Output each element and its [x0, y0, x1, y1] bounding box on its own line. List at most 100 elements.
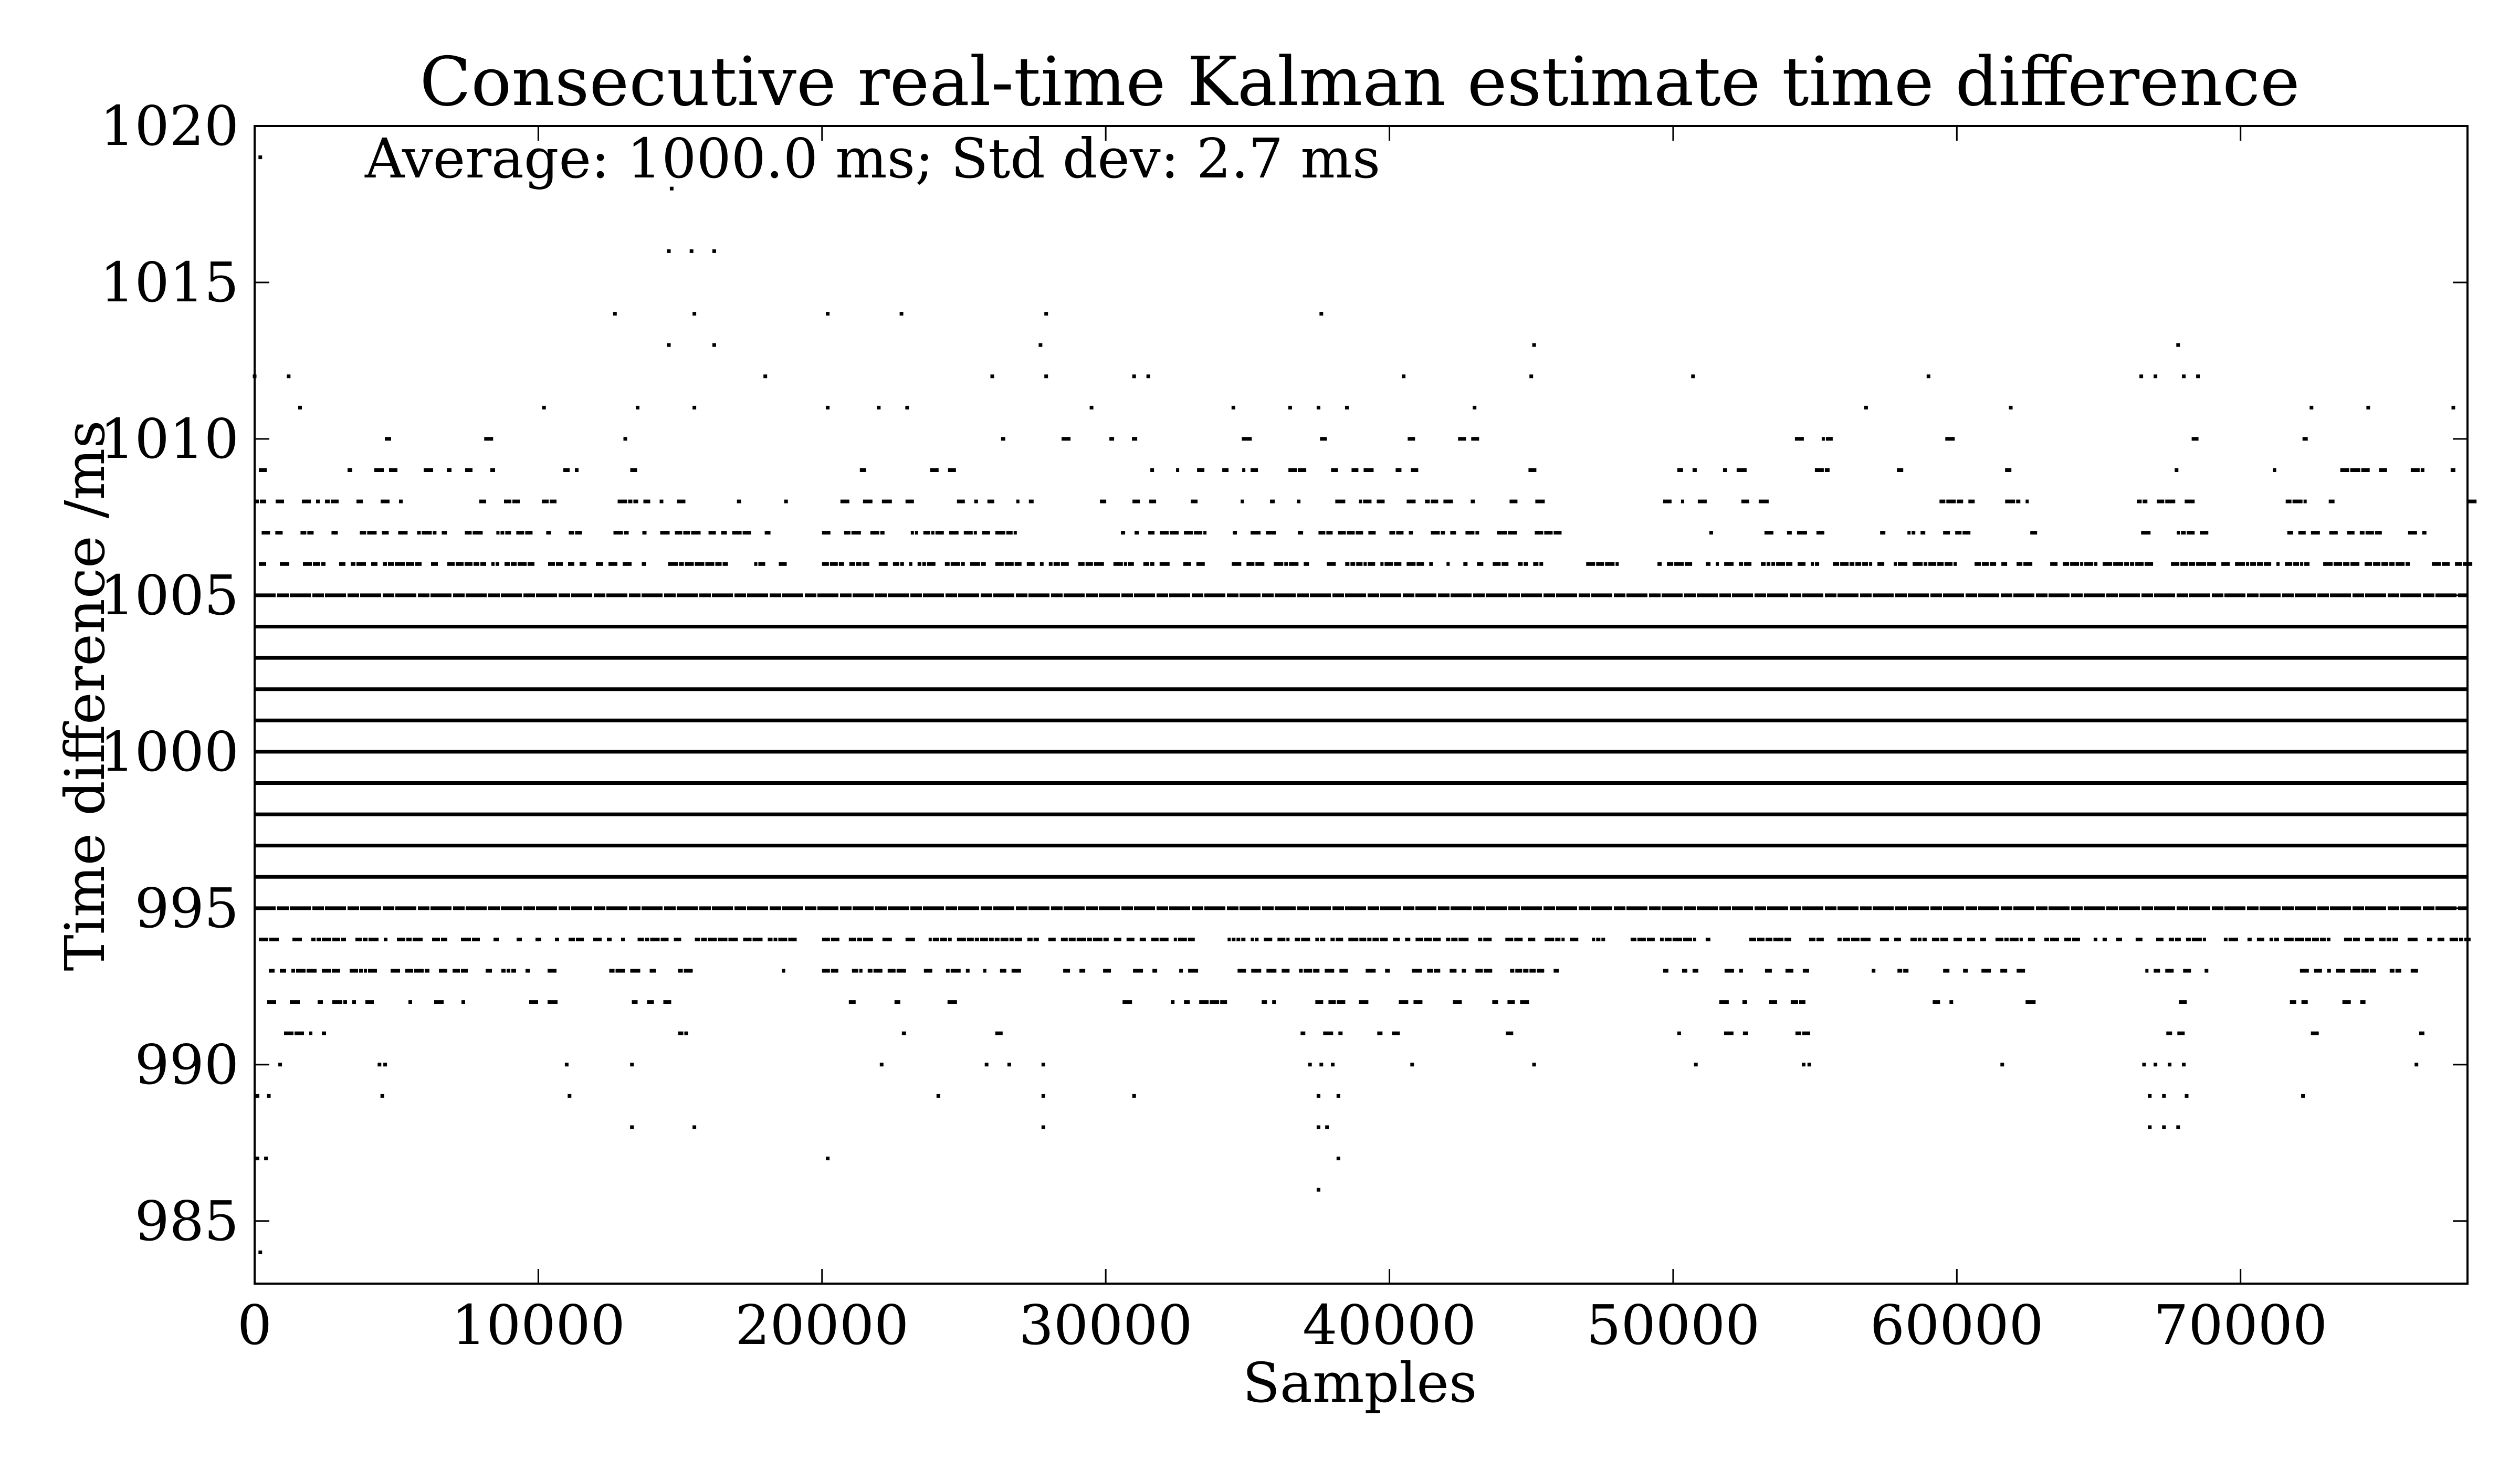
data-point — [683, 531, 690, 535]
data-point — [2455, 562, 2462, 566]
data-point — [870, 531, 879, 535]
data-point — [494, 938, 499, 941]
data-point — [2019, 938, 2023, 941]
data-point — [1331, 1063, 1335, 1067]
data-point — [1910, 938, 1917, 941]
data-point — [1318, 531, 1326, 535]
data-point — [1975, 562, 1981, 566]
data-point — [1784, 938, 1791, 941]
data-point — [1409, 531, 1413, 535]
data-point — [296, 969, 306, 973]
data-point — [974, 938, 979, 941]
data-point — [1347, 531, 1355, 535]
data-point — [1044, 312, 1048, 316]
data-point — [705, 562, 715, 566]
data-point — [1475, 531, 1479, 535]
data-point — [382, 531, 389, 535]
data-point — [355, 938, 362, 941]
data-point — [1277, 938, 1286, 941]
data-point — [2181, 531, 2186, 535]
data-point — [1840, 562, 1849, 566]
data-point — [2207, 562, 2217, 566]
data-point — [1691, 374, 1695, 379]
data-point — [2124, 562, 2129, 566]
data-point — [575, 531, 582, 535]
data-point — [1356, 531, 1363, 535]
data-point — [397, 938, 405, 941]
data-point — [932, 938, 939, 941]
data-point — [269, 938, 279, 941]
data-point — [963, 531, 973, 535]
data-point — [1237, 969, 1246, 973]
data-point — [2176, 343, 2180, 347]
data-point — [1663, 969, 1668, 973]
data-point — [431, 562, 438, 566]
data-point — [255, 499, 259, 503]
data-point — [1060, 562, 1069, 566]
data-point — [692, 1125, 697, 1129]
data-point — [1980, 938, 1986, 941]
data-point — [1368, 562, 1376, 566]
data-point — [896, 969, 906, 973]
data-point — [2191, 938, 2202, 941]
data-point — [1506, 1031, 1514, 1035]
data-point — [873, 969, 883, 973]
data-point — [1685, 562, 1693, 566]
data-point — [2017, 969, 2025, 973]
data-point — [2326, 938, 2330, 941]
data-point — [536, 938, 541, 941]
data-point — [1741, 499, 1749, 503]
data-point — [1323, 1031, 1334, 1035]
data-point — [1877, 562, 1885, 566]
data-point — [743, 938, 752, 941]
data-point — [1288, 405, 1292, 410]
data-point — [607, 938, 612, 941]
data-point — [1674, 562, 1684, 566]
data-point — [1535, 499, 1545, 503]
data-point — [1367, 938, 1372, 941]
data-point — [1462, 969, 1466, 973]
data-point — [1416, 562, 1424, 566]
data-point — [923, 969, 932, 973]
data-point — [2287, 531, 2293, 535]
data-point — [1241, 938, 1246, 941]
data-point — [822, 969, 830, 973]
data-point — [728, 938, 738, 941]
y-axis-label: Time difference /ms — [53, 420, 117, 971]
data-point — [1286, 938, 1290, 941]
data-point — [1308, 1063, 1312, 1067]
data-point — [518, 562, 527, 566]
data-point — [383, 562, 387, 566]
data-point — [630, 1125, 634, 1129]
data-point — [596, 562, 603, 566]
data-point — [1555, 938, 1561, 941]
data-point — [1363, 562, 1367, 566]
y-tick-label: 1015 — [100, 250, 239, 314]
data-point — [2407, 938, 2418, 941]
data-point — [1246, 562, 1255, 566]
data-point — [461, 969, 468, 973]
data-point — [905, 499, 914, 503]
data-point — [973, 531, 977, 535]
data-point — [332, 969, 340, 973]
data-point — [1799, 1000, 1805, 1004]
data-point — [1719, 1000, 1729, 1004]
data-point — [961, 562, 965, 566]
data-point — [395, 562, 405, 566]
data-point — [568, 1094, 572, 1098]
data-point — [779, 562, 787, 566]
data-point — [1191, 499, 1198, 503]
data-point — [1802, 1063, 1805, 1067]
data-point — [608, 562, 617, 566]
data-point — [1255, 938, 1259, 941]
data-point — [2228, 938, 2238, 941]
data-point — [684, 969, 693, 973]
data-point — [1677, 468, 1683, 472]
data-point — [2276, 562, 2280, 566]
data-point — [2442, 562, 2450, 566]
data-point — [609, 969, 615, 973]
data-point — [1062, 437, 1071, 441]
data-point — [1982, 562, 1989, 566]
data-point — [1450, 531, 1456, 535]
data-point — [887, 969, 896, 973]
